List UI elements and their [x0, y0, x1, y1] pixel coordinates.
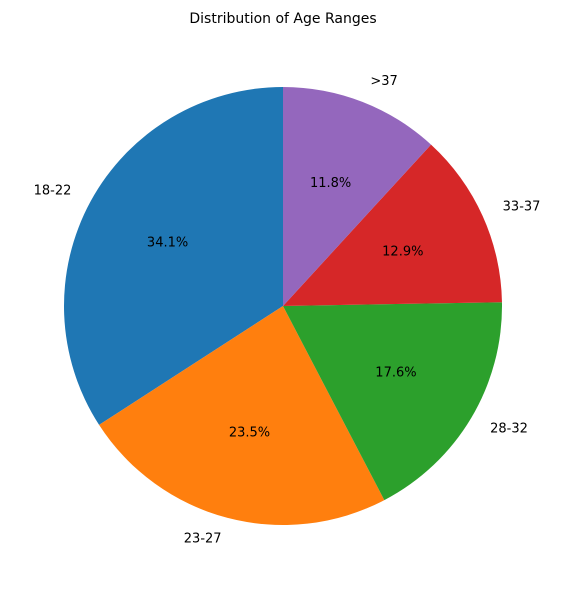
pie-slice-3337	[283, 144, 502, 306]
chart-title: Distribution of Age Ranges	[189, 11, 376, 27]
slice-label-2832: 28-32	[490, 422, 528, 437]
percent-label-1822: 34.1%	[147, 236, 188, 251]
pie-slice-1822	[64, 87, 284, 425]
pie-slice-37	[283, 87, 432, 306]
pie-slice-2327	[99, 306, 385, 525]
slice-label-2327: 23-27	[184, 531, 222, 546]
percent-label-2832: 17.6%	[375, 366, 416, 381]
slice-label-1822: 18-22	[34, 183, 72, 198]
pie-slices	[64, 87, 502, 525]
percent-label-2327: 23.5%	[229, 426, 270, 441]
percent-label-37: 11.8%	[310, 176, 351, 191]
pie-labels: 18-22 34.1% 23-27 23.5% 28-32 17.6% 33-37 12.9%…	[34, 74, 541, 546]
slice-label-37: >37	[370, 74, 397, 89]
percent-label-3337: 12.9%	[382, 245, 423, 260]
pie-slice-2832	[283, 302, 502, 501]
slice-label-3337: 33-37	[503, 200, 541, 215]
